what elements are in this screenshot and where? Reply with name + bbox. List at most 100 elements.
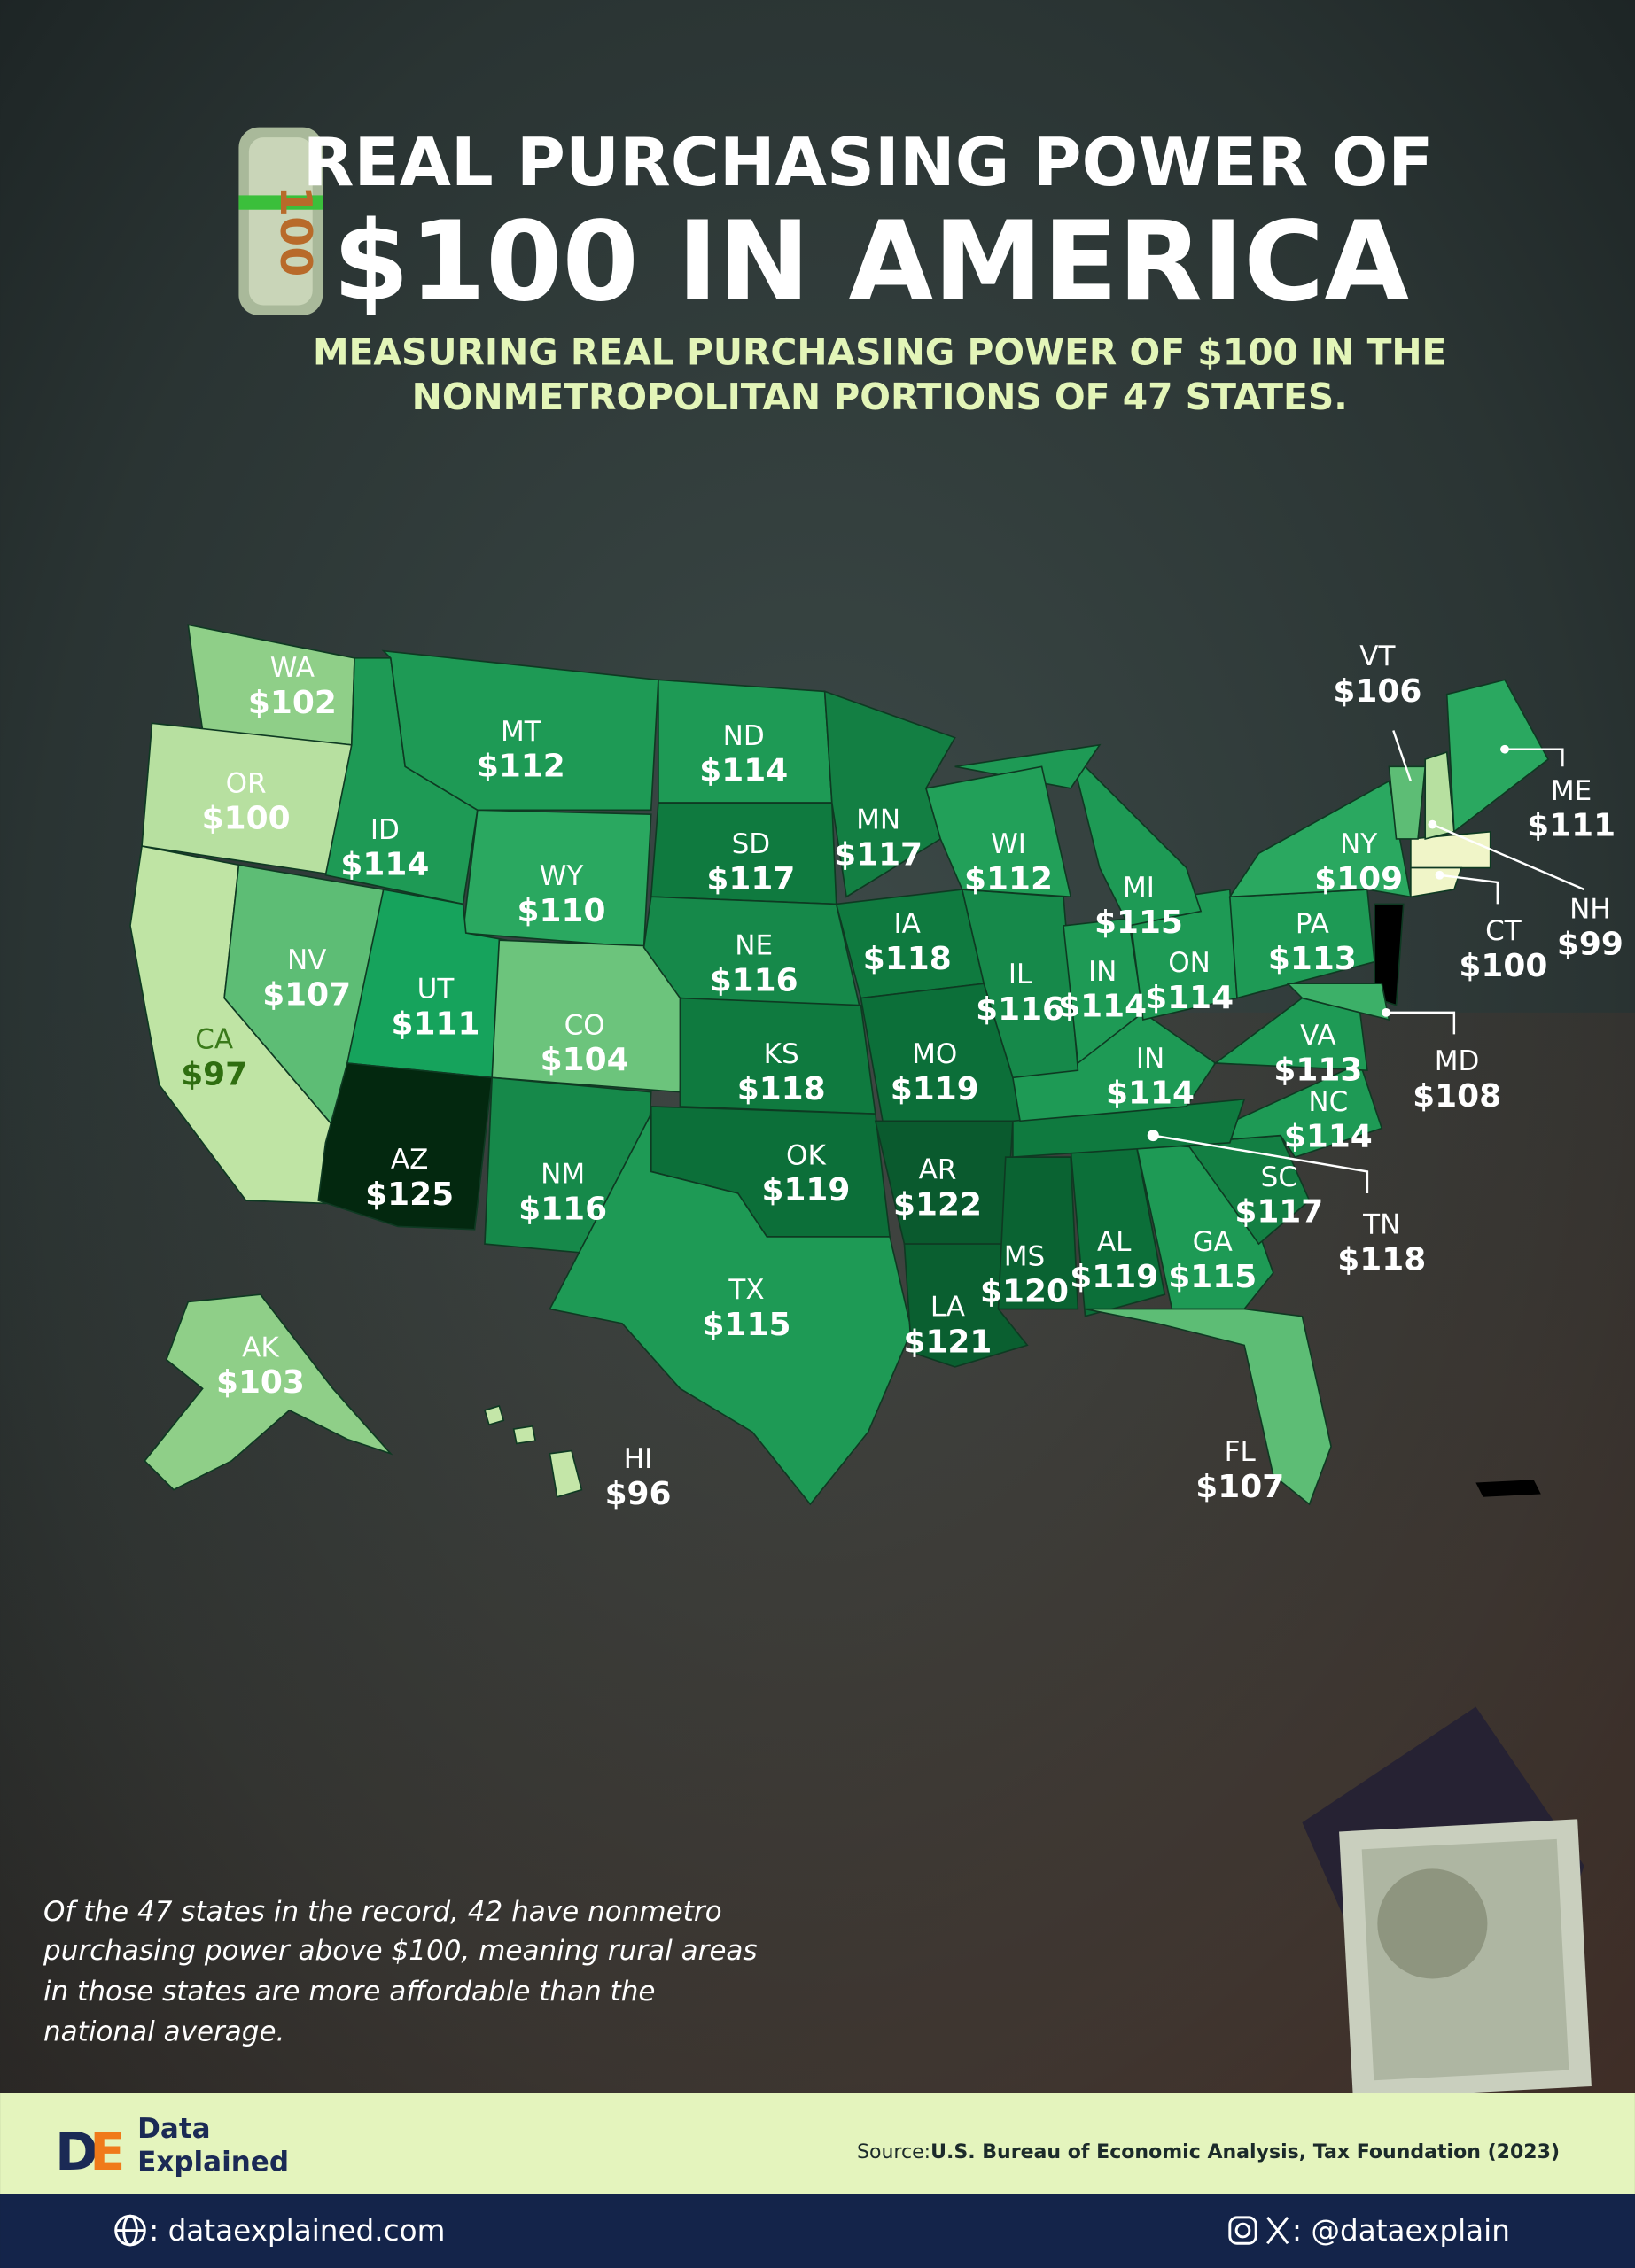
state-value: $114 bbox=[1106, 1076, 1195, 1112]
note-line: purchasing power above $100, meaning rur… bbox=[43, 1935, 758, 1967]
state-code: CA bbox=[195, 1024, 233, 1056]
state-shape bbox=[1069, 750, 1203, 927]
state-value: $100 bbox=[202, 801, 291, 837]
state-code: GA bbox=[1193, 1226, 1233, 1258]
state-value: $113 bbox=[1268, 941, 1357, 977]
state-code: ID bbox=[370, 814, 400, 846]
state-shape bbox=[1228, 780, 1412, 898]
state-value: $114 bbox=[1145, 980, 1234, 1016]
note: Of the 47 states in the record, 42 have … bbox=[43, 1896, 758, 2048]
state-value: $99 bbox=[1557, 927, 1623, 963]
state-code: MO bbox=[912, 1038, 957, 1070]
state-code: WA bbox=[270, 652, 315, 684]
state-value: $115 bbox=[1094, 905, 1183, 941]
state-value: $122 bbox=[893, 1186, 982, 1223]
state-value: $120 bbox=[980, 1273, 1069, 1309]
state-value: $100 bbox=[1459, 948, 1547, 984]
state-value: $103 bbox=[216, 1364, 305, 1401]
source-text: U.S. Bureau of Economic Analysis, Tax Fo… bbox=[930, 2141, 1560, 2163]
state-code: IA bbox=[894, 908, 921, 940]
source-strip bbox=[0, 2093, 1635, 2194]
state-shape bbox=[483, 1404, 505, 1426]
state-value: $112 bbox=[477, 749, 565, 785]
state-shape bbox=[549, 1113, 913, 1506]
leader-lines bbox=[1153, 730, 1585, 1193]
state-value: $114 bbox=[1284, 1119, 1373, 1155]
state-value: $119 bbox=[761, 1172, 850, 1208]
state-value: $111 bbox=[392, 1006, 480, 1042]
brand-logo: D E bbox=[55, 2121, 125, 2182]
state-code: FL bbox=[1225, 1436, 1257, 1468]
state-code: SD bbox=[732, 828, 771, 860]
state-shape bbox=[144, 1293, 393, 1491]
brand-name: Data bbox=[137, 2113, 210, 2145]
state-code: IN bbox=[1136, 1043, 1164, 1075]
us-map bbox=[129, 624, 1550, 1506]
state-code: UT bbox=[417, 974, 455, 1006]
state-code: OR bbox=[226, 768, 267, 800]
state-value: $112 bbox=[964, 861, 1053, 897]
state-code: AZ bbox=[391, 1144, 428, 1176]
state-value: $106 bbox=[1333, 673, 1421, 710]
state-value: $117 bbox=[1234, 1194, 1323, 1231]
state-code: HI bbox=[624, 1443, 652, 1475]
state-value: $102 bbox=[248, 685, 337, 721]
website: : dataexplained.com bbox=[149, 2214, 445, 2248]
state-code: LA bbox=[930, 1292, 965, 1324]
social-icons bbox=[1228, 2216, 1289, 2245]
footer-bar bbox=[0, 2194, 1635, 2268]
state-value: $117 bbox=[706, 861, 795, 897]
note-line: Of the 47 states in the record, 42 have … bbox=[43, 1896, 722, 1928]
state-code: VA bbox=[1300, 1020, 1335, 1052]
state-shape bbox=[1085, 1308, 1332, 1506]
state-code: NV bbox=[287, 944, 326, 976]
source-label: Source: bbox=[857, 2141, 930, 2163]
svg-text:D: D bbox=[55, 2121, 98, 2182]
state-code: AR bbox=[919, 1154, 957, 1186]
state-code: IL bbox=[1008, 959, 1032, 990]
state-value: $116 bbox=[518, 1191, 607, 1227]
state-code: NM bbox=[541, 1159, 585, 1191]
state-value: $110 bbox=[518, 893, 606, 929]
state-value: $116 bbox=[976, 991, 1064, 1028]
state-code: MN bbox=[856, 804, 900, 836]
state-shape bbox=[1410, 830, 1491, 869]
state-value: $118 bbox=[737, 1071, 826, 1107]
state-value: $116 bbox=[710, 962, 798, 998]
note-line: national average. bbox=[43, 2016, 284, 2048]
state-value: $119 bbox=[891, 1071, 979, 1107]
state-code: PA bbox=[1296, 908, 1329, 940]
state-value: $97 bbox=[181, 1056, 247, 1092]
state-code: IN bbox=[1088, 956, 1117, 988]
leader-dots bbox=[1147, 744, 1509, 1142]
state-code: AL bbox=[1097, 1226, 1132, 1258]
svg-text:100: 100 bbox=[270, 186, 321, 276]
state-code: CT bbox=[1485, 915, 1522, 947]
money-roll-icon: 100 bbox=[238, 127, 323, 315]
state-value: $115 bbox=[703, 1307, 791, 1343]
state-value: $114 bbox=[1058, 989, 1147, 1025]
state-code: WY bbox=[540, 860, 584, 892]
state-shape bbox=[1388, 765, 1427, 840]
state-value: $108 bbox=[1413, 1078, 1501, 1115]
social-handle: : @dataexplain bbox=[1292, 2214, 1510, 2248]
state-code: AK bbox=[242, 1332, 279, 1363]
state-value: $96 bbox=[605, 1476, 672, 1512]
state-value: $109 bbox=[1314, 861, 1403, 897]
state-code: MT bbox=[501, 716, 542, 748]
note-line: in those states are more affordable than… bbox=[43, 1976, 655, 2008]
state-code: ME bbox=[1551, 775, 1592, 807]
wallet-illustration bbox=[1302, 1706, 1592, 2100]
state-value: $125 bbox=[365, 1177, 454, 1213]
state-shape bbox=[1445, 679, 1550, 834]
svg-text:E: E bbox=[90, 2121, 125, 2182]
state-value: $117 bbox=[834, 836, 923, 873]
state-code: ON bbox=[1168, 947, 1211, 979]
subtitle-line1: MEASURING REAL PURCHASING POWER OF $100 … bbox=[313, 330, 1446, 373]
state-code: TN bbox=[1362, 1209, 1400, 1241]
state-code: CO bbox=[564, 1009, 605, 1041]
state-shape bbox=[1410, 866, 1463, 898]
title-line2: $100 IN AMERICA bbox=[333, 198, 1410, 326]
